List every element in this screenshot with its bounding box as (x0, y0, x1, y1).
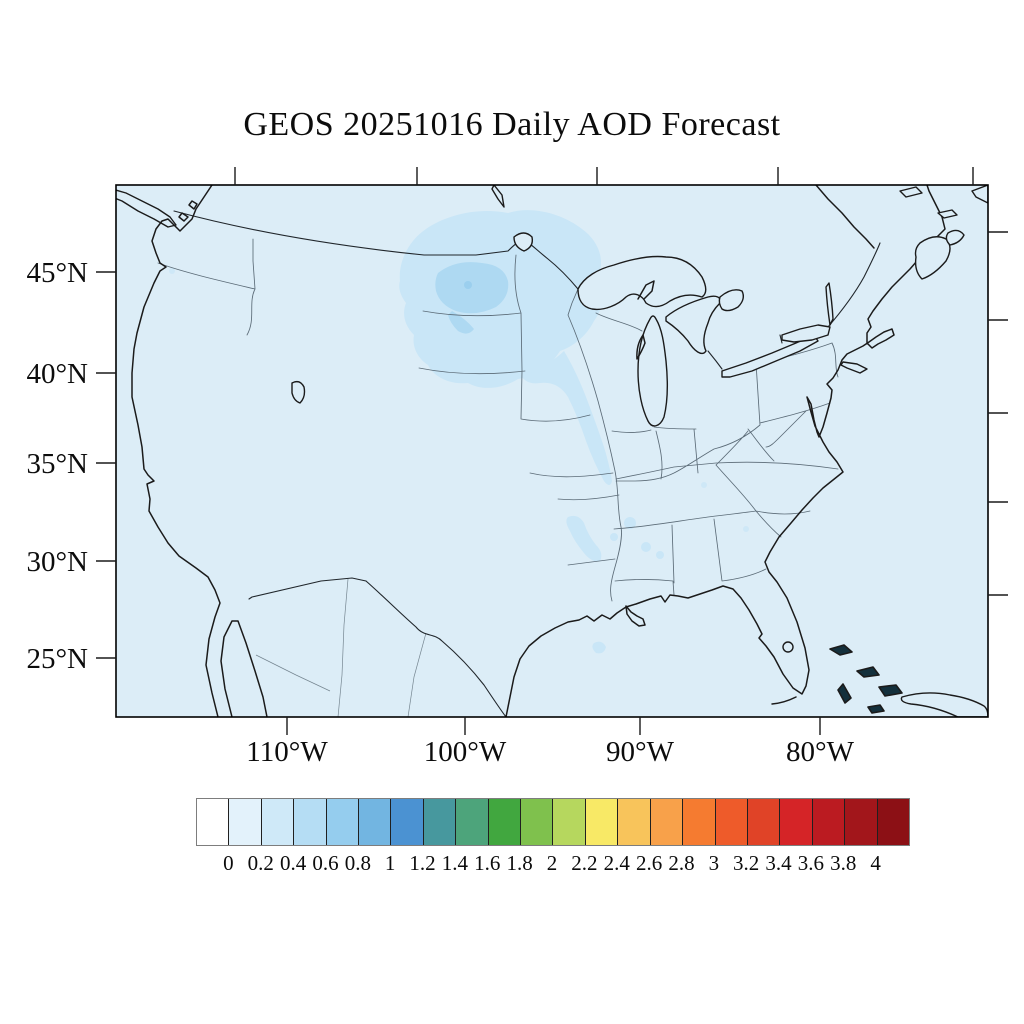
lake-winnipeg-tip (491, 185, 505, 208)
lon-tick-label: 80°W (786, 736, 855, 768)
pacific-coast (131, 185, 221, 717)
colorbar-tick-label: 3.8 (830, 851, 857, 875)
lake-of-the-woods (513, 232, 534, 252)
axis-labels: 45°N 40°N 35°N 30°N 25°N 110°W 100°W 90°… (26, 257, 854, 768)
colorbar-tick-label: 2 (546, 851, 558, 875)
keweenaw-peninsula (637, 280, 655, 300)
lake-ontario (781, 324, 831, 343)
anticosti-island (899, 186, 923, 198)
lake-superior (577, 255, 707, 311)
prince-edward-island (937, 209, 958, 219)
lake-huron (665, 295, 722, 355)
lat-tick-label: 40°N (26, 358, 88, 390)
great-salt-lake (291, 380, 306, 404)
colorbar-tick-label: 2.6 (635, 851, 663, 875)
colorbar-tick-label: 0 (223, 851, 234, 875)
mexico-state-lines (255, 578, 427, 717)
colorbar-cell-2 (261, 799, 295, 845)
colorbar-tick-label: 1.2 (409, 851, 436, 875)
colorbar-cell-6 (391, 799, 424, 845)
colorbar-tick-label: 1 (384, 851, 396, 875)
colorbar-cell-7 (423, 799, 457, 845)
axis-ticks (96, 167, 1008, 735)
colorbar-cell-3 (294, 799, 327, 845)
colorbar-tick-label: 3.4 (765, 851, 792, 875)
st-lawrence-river (815, 185, 875, 249)
lat-tick-label: 45°N (26, 257, 88, 289)
aod-colorbar (196, 798, 910, 846)
colorbar-tick-label: 0.6 (312, 851, 339, 875)
colorbar-tick-label: 0.8 (344, 851, 371, 875)
cape-breton (945, 229, 965, 246)
colorbar-cell-5 (359, 799, 392, 845)
colorbar-tick-label: 3.6 (797, 851, 825, 875)
gulf-of-california-coast (220, 620, 268, 717)
colorbar-cell-1 (229, 799, 262, 845)
georgian-bay (718, 289, 745, 312)
san-juan-islands (178, 200, 198, 222)
colorbar-cell-4 (326, 799, 360, 845)
lat-tick-label: 30°N (26, 546, 88, 578)
map-frame (115, 184, 989, 718)
colorbar-tick-label: 3.2 (733, 851, 760, 875)
us-aod-map (116, 185, 988, 717)
vancouver-island (116, 189, 177, 228)
colorbar-cell-13 (618, 799, 651, 845)
colorbar-tick-label: 1.8 (506, 851, 533, 875)
colorbar-cell-19 (812, 799, 846, 845)
long-island (840, 361, 868, 374)
colorbar-tick-label: 2.8 (668, 851, 695, 875)
colorbar-cell-9 (488, 799, 522, 845)
colorbar-tick-label: 1.4 (441, 851, 469, 875)
newfoundland-corner (971, 185, 988, 204)
florida-keys (771, 696, 797, 705)
colorbar-cell-14 (650, 799, 684, 845)
colorbar-cell-21 (877, 799, 909, 845)
mississippi-delta (625, 605, 646, 627)
colorbar-cell-17 (747, 799, 781, 845)
colorbar-cell-15 (683, 799, 716, 845)
lake-champlain (825, 282, 834, 326)
green-bay (636, 334, 646, 360)
colorbar-cell-12 (585, 799, 619, 845)
nova-scotia (914, 236, 951, 280)
lake-erie (721, 334, 819, 378)
plot-title: GEOS 20251016 Daily AOD Forecast (243, 106, 781, 143)
colorbar-cell-20 (845, 799, 878, 845)
colorbar-tick-label: 3 (708, 851, 720, 875)
colorbar-cell-18 (780, 799, 813, 845)
colorbar-tick-label: 4 (870, 851, 881, 875)
aod-patches-south (169, 268, 749, 654)
gulf-and-atlantic-coast (505, 185, 946, 717)
coastlines (116, 185, 988, 717)
colorbar-cell-11 (553, 799, 586, 845)
colorbar-cell-0 (197, 799, 230, 845)
lat-tick-label: 35°N (26, 448, 88, 480)
colorbar-tick-label: 2.2 (571, 851, 598, 875)
colorbar-tick-label: 0.2 (247, 851, 274, 875)
great-lakes (291, 185, 834, 653)
bahamas-islands (829, 644, 903, 714)
lake-okeechobee (782, 641, 794, 653)
colorbar-cell-8 (456, 799, 489, 845)
colorbar-tick-label: 0.4 (279, 851, 307, 875)
lon-tick-label: 110°W (246, 736, 328, 768)
lat-tick-label: 25°N (26, 643, 88, 675)
colorbar-cell-16 (715, 799, 748, 845)
lon-tick-label: 100°W (424, 736, 507, 768)
colorbar-tick-label: 2.4 (603, 851, 630, 875)
colorbar-cell-10 (521, 799, 554, 845)
lon-tick-label: 90°W (606, 736, 675, 768)
colorbar-tick-label: 1.6 (474, 851, 501, 875)
